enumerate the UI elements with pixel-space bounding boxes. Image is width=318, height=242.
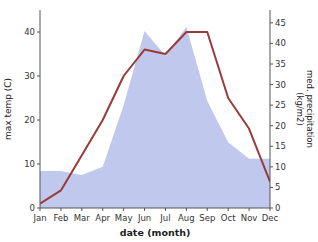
y2-tick-label: 10: [275, 162, 286, 172]
y2-tick: [270, 64, 273, 65]
x-tick-label: Feb: [53, 213, 68, 223]
y-tick: [37, 164, 40, 165]
temperature-line: [40, 32, 270, 204]
y2-tick: [270, 146, 273, 147]
y2-tick-label: 35: [275, 59, 286, 69]
y2-tick-label: 25: [275, 100, 286, 110]
chart-container: JanFebMarAprMayJunJulAugSepOctNovDec0102…: [0, 0, 318, 242]
y2-tick: [270, 166, 273, 167]
y2-tick-label: 5: [275, 182, 280, 192]
y2-tick-label: 20: [275, 121, 286, 131]
y-tick: [37, 208, 40, 209]
x-tick-label: Sep: [199, 213, 215, 223]
x-tick: [228, 208, 229, 211]
y2-tick: [270, 125, 273, 126]
x-tick-label: Aug: [178, 213, 195, 223]
y2-tick-label: 30: [275, 80, 286, 90]
x-tick: [249, 208, 250, 211]
x-tick: [186, 208, 187, 211]
y2-axis-label: med. precipitation(kg/m2): [295, 70, 315, 148]
x-axis: [40, 208, 270, 209]
y-tick: [37, 76, 40, 77]
x-tick-label: May: [115, 213, 133, 223]
y-tick-label: 0: [30, 203, 35, 213]
y2-tick-label: 0: [275, 203, 280, 213]
y2-tick-label: 15: [275, 141, 286, 151]
plot-area: [40, 27, 270, 208]
y-tick-label: 30: [24, 71, 35, 81]
y-axis: [40, 10, 41, 208]
y2-tick: [270, 43, 273, 44]
x-tick-label: Jul: [159, 213, 170, 223]
x-tick: [165, 208, 166, 211]
x-tick-label: Oct: [221, 213, 236, 223]
x-tick: [81, 208, 82, 211]
x-tick-label: Apr: [95, 213, 110, 223]
x-axis-label: date (month): [120, 227, 191, 238]
y-tick-label: 20: [24, 115, 35, 125]
y-axis-label: max temp (C): [3, 78, 13, 140]
y-tick-label: 10: [24, 159, 35, 169]
y2-tick: [270, 208, 273, 209]
y2-tick: [270, 84, 273, 85]
y2-tick: [270, 187, 273, 188]
x-tick: [144, 208, 145, 211]
y2-tick: [270, 105, 273, 106]
x-tick: [102, 208, 103, 211]
x-tick: [207, 208, 208, 211]
x-tick: [123, 208, 124, 211]
y2-axis: [270, 10, 271, 208]
precipitation-area: [40, 27, 270, 208]
x-tick-label: Mar: [74, 213, 91, 223]
y-tick: [37, 120, 40, 121]
y2-tick: [270, 22, 273, 23]
x-tick-label: Jun: [137, 213, 151, 223]
x-tick-label: Nov: [241, 213, 258, 223]
y2-tick-label: 40: [275, 38, 286, 48]
x-tick-label: Dec: [262, 213, 279, 223]
y2-tick-label: 45: [275, 18, 286, 28]
y-tick: [37, 32, 40, 33]
x-tick-label: Jan: [32, 213, 46, 223]
x-tick: [60, 208, 61, 211]
chart: JanFebMarAprMayJunJulAugSepOctNovDec0102…: [0, 0, 318, 242]
y-tick-label: 40: [24, 27, 35, 37]
